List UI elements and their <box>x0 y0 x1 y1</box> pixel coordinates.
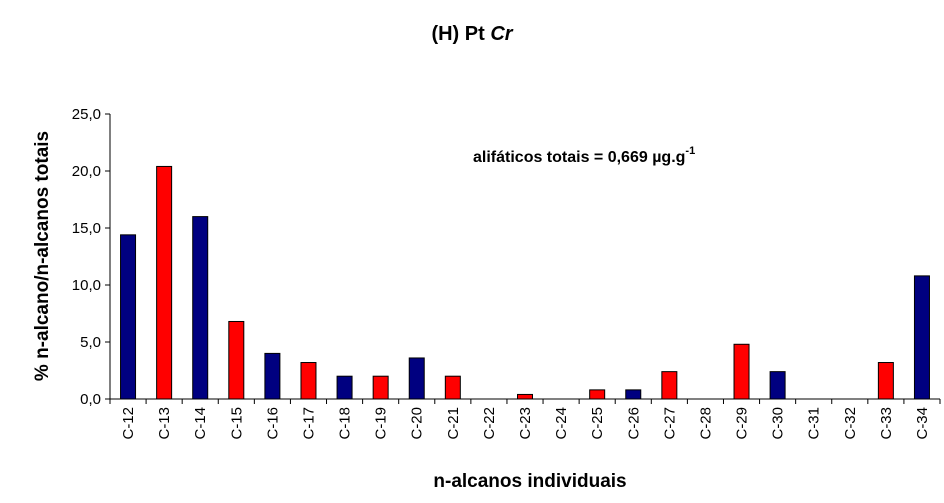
bar-c-20 <box>408 357 425 400</box>
bar-c-18 <box>336 375 353 400</box>
bar-c-21 <box>444 375 461 400</box>
y-axis-ticks: 0,0 5,0 10,0 15,0 20,0 25,0 <box>72 106 110 408</box>
bar-c-26 <box>625 389 642 400</box>
x-axis-ticks: C-12 C-13 C-14 C-15 C-16 C-17 C-18 C-19 C-20 C-21… <box>109 399 941 440</box>
x-tick-label: C-32 <box>842 407 859 440</box>
x-tick-label: C-27 <box>661 407 678 440</box>
bar-c-19 <box>372 375 389 400</box>
y-tick-label: 0,0 <box>80 391 101 408</box>
bars-group <box>120 165 930 400</box>
x-tick-label: C-34 <box>914 407 931 440</box>
x-tick-label: C-22 <box>481 407 498 440</box>
x-tick-label: C-18 <box>337 407 354 440</box>
x-tick-label: C-24 <box>553 407 570 440</box>
x-tick-label: C-20 <box>409 407 426 440</box>
x-tick-label: C-31 <box>806 407 823 440</box>
total-aliphatics-annotation: alifáticos totais = 0,669 µg.g-1 <box>473 145 695 166</box>
bar-c-14 <box>192 216 209 400</box>
bar-c-29 <box>733 343 750 400</box>
y-tick-label: 10,0 <box>72 277 101 294</box>
x-tick-label: C-28 <box>697 407 714 440</box>
bar-c-33 <box>877 362 894 400</box>
bar-c-17 <box>300 362 317 400</box>
x-tick-label: C-12 <box>120 407 137 440</box>
x-tick-label: C-33 <box>878 407 895 440</box>
x-tick-label: C-16 <box>264 407 281 440</box>
bar-c-13 <box>156 165 173 400</box>
y-axis-title: % n-alcano/n-alcanos totais <box>32 131 53 381</box>
bar-c-27 <box>661 371 678 400</box>
x-tick-label: C-21 <box>445 407 462 440</box>
x-tick-label: C-19 <box>373 407 390 440</box>
chart-title: (H) Pt Cr <box>431 23 513 45</box>
bar-c-12 <box>120 234 137 400</box>
y-tick-label: 25,0 <box>72 106 101 123</box>
x-tick-label: C-13 <box>156 407 173 440</box>
x-axis-title: n-alcanos individuais <box>433 471 626 492</box>
y-tick-label: 15,0 <box>72 220 101 237</box>
bar-c-23 <box>517 393 533 400</box>
bar-c-30 <box>769 371 786 400</box>
bar-c-34 <box>913 275 930 400</box>
y-tick-label: 20,0 <box>72 163 101 180</box>
y-tick-label: 5,0 <box>80 334 101 351</box>
x-tick-label: C-15 <box>228 407 245 440</box>
x-tick-label: C-26 <box>625 407 642 440</box>
bar-c-16 <box>264 352 281 400</box>
x-tick-label: C-14 <box>192 407 209 440</box>
bar-c-15 <box>228 320 245 400</box>
x-tick-label: C-17 <box>300 407 317 440</box>
x-tick-label: C-23 <box>517 407 534 440</box>
x-tick-label: C-30 <box>770 407 787 440</box>
bar-c-25 <box>589 389 606 400</box>
x-tick-label: C-25 <box>589 407 606 440</box>
x-tick-label: C-29 <box>734 407 751 440</box>
